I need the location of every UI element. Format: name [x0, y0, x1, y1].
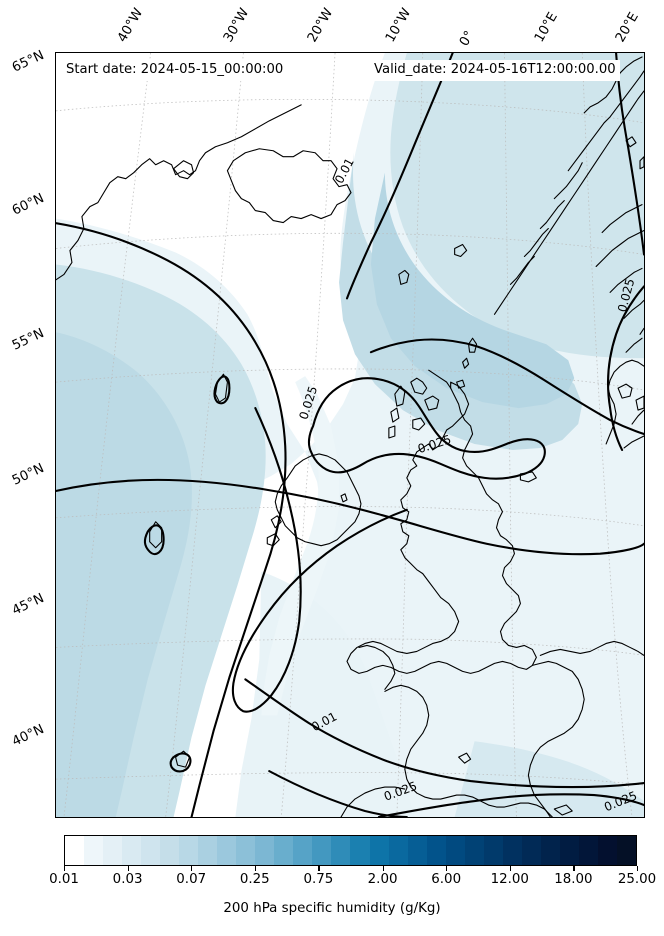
contour-0p025-northsea — [307, 377, 546, 480]
colorbar-segment — [616, 836, 636, 865]
colorbar-segment — [597, 836, 617, 865]
contour-0p025-south2 — [377, 793, 644, 817]
colorbar-segment — [141, 836, 161, 865]
contour-0p025-east2 — [607, 285, 644, 452]
colorbar-segment — [559, 836, 579, 865]
humidity-band-channel — [261, 376, 340, 716]
colorbar-segment — [122, 836, 142, 865]
lat-tick-40n: 40°N — [10, 721, 47, 750]
contour-lines — [56, 53, 644, 817]
colorbar-tick-label: 0.07 — [176, 872, 207, 887]
lat-tick-60n: 60°N — [10, 190, 47, 219]
colorbar-segment — [350, 836, 370, 865]
colorbar-segment — [198, 836, 218, 865]
start-date-annotation: Start date: 2024-05-15_00:00:00 — [62, 60, 288, 81]
colorbar-tick-label: 0.75 — [303, 872, 334, 887]
contour-0p01-north — [345, 53, 454, 300]
colorbar-tick-label: 12.00 — [490, 872, 529, 887]
colorbar-segment — [407, 836, 427, 865]
colorbar-segment — [388, 836, 408, 865]
colorbar-segment — [540, 836, 560, 865]
contour-0p025-south — [268, 770, 408, 817]
humidity-band-lowerleft — [56, 332, 192, 817]
colorbar-segment — [293, 836, 313, 865]
map-axes[interactable]: 0.01 0.025 0.025 0.025 0.01 0.025 0.025 — [55, 52, 645, 818]
colorbar-tick-label: 0.03 — [112, 872, 143, 887]
colorbar-tick — [191, 866, 193, 871]
humidity-band-northsea-core — [370, 172, 575, 409]
lon-tick-10e: 10°E — [532, 10, 561, 45]
colorbar-segment — [483, 836, 503, 865]
lat-tick-50n: 50°N — [10, 460, 47, 489]
colorbar-tick — [446, 866, 448, 871]
colorbar-tick-label: 0.01 — [49, 872, 79, 887]
colorbar-ticks — [64, 866, 639, 872]
colorbar-segment — [312, 836, 332, 865]
contour-0p025-isle3 — [169, 752, 192, 773]
colorbar-segment — [502, 836, 522, 865]
colorbar-tick — [573, 866, 575, 871]
colorbar-tick — [382, 866, 384, 871]
colorbar-segment — [236, 836, 256, 865]
lon-tick-30w: 30°W — [221, 5, 253, 46]
colorbar-tick — [318, 866, 320, 871]
lon-tick-0: 0° — [457, 28, 478, 49]
colorbar-tick-label: 18.00 — [554, 872, 593, 887]
colorbar-segment — [65, 836, 85, 865]
colorbar-segment — [426, 836, 446, 865]
colorbar-tick — [254, 866, 256, 871]
colorbar-tick-label: 25.00 — [617, 872, 657, 887]
colorbar-tick — [509, 866, 511, 871]
colorbar-tick — [637, 866, 639, 871]
colorbar-segment — [445, 836, 465, 865]
valid-date-annotation: Valid_date: 2024-05-16T12:00:00.00 — [370, 60, 620, 81]
colorbar-segment — [179, 836, 199, 865]
lat-tick-55n: 55°N — [10, 325, 47, 354]
colorbar-tick — [127, 866, 129, 871]
colorbar-segment — [578, 836, 598, 865]
colorbar-tick-label: 6.00 — [431, 872, 462, 887]
contour-0p01-hook — [231, 407, 408, 713]
colorbar-segment — [217, 836, 237, 865]
contour-0p025-isle1 — [213, 375, 231, 405]
colorbar-segment — [331, 836, 351, 865]
colorbar-segment — [160, 836, 180, 865]
contour-0p025-east — [615, 53, 644, 256]
colorbar-tick-labels: 0.01 0.03 0.07 0.25 0.75 2.00 6.00 12.00 18.00 25… — [0, 872, 664, 892]
graticule — [56, 53, 644, 817]
humidity-band-norwegian — [390, 53, 644, 359]
contour-0p025-isle2 — [143, 524, 165, 556]
lat-tick-65n: 65°N — [10, 47, 47, 76]
lat-tick-45n: 45°N — [10, 590, 47, 619]
colorbar-segment — [103, 836, 123, 865]
colorbar-tick — [64, 866, 66, 871]
map-plot-svg: 0.01 0.025 0.025 0.025 0.01 0.025 0.025 — [56, 53, 644, 817]
colorbar-segment — [84, 836, 104, 865]
colorbar-segment — [369, 836, 389, 865]
colorbar-segment — [255, 836, 275, 865]
colorbar-tick-label: 0.25 — [239, 872, 270, 887]
lon-tick-20e: 20°E — [613, 10, 642, 45]
lon-tick-20w: 20°W — [305, 5, 337, 46]
contour-0p025-uk — [56, 478, 644, 556]
colorbar-tick-label: 2.00 — [367, 872, 398, 887]
contour-0p01-south — [244, 678, 644, 789]
contour-0p01-west — [56, 222, 287, 817]
colorbar-segment — [464, 836, 484, 865]
lon-tick-10w: 10°W — [383, 5, 415, 46]
colorbar[interactable] — [64, 835, 637, 866]
colorbar-segment — [274, 836, 294, 865]
lon-tick-40w: 40°W — [115, 5, 147, 46]
colorbar-segment — [521, 836, 541, 865]
colorbar-title: 200 hPa specific humidity (g/Kg) — [223, 901, 441, 916]
